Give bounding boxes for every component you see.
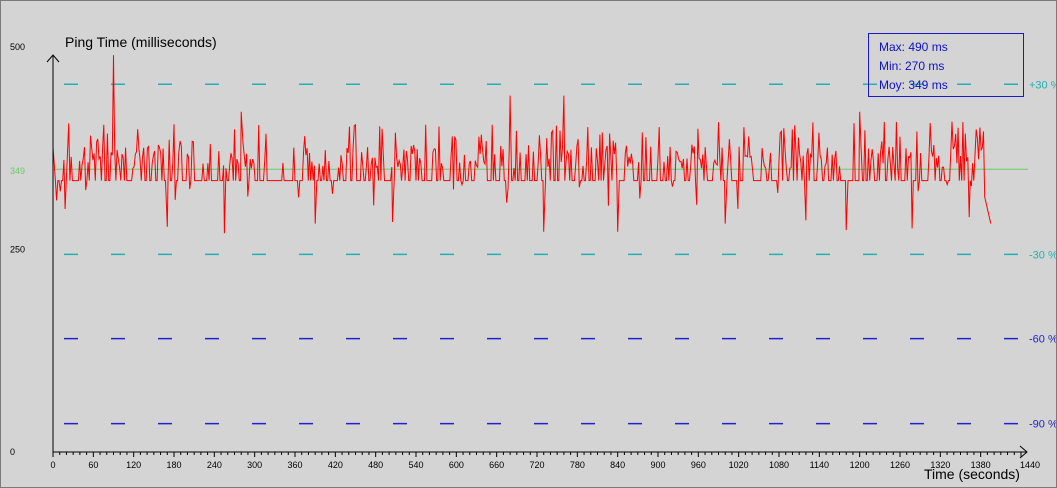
stats-box: Max: 490 ms Min: 270 ms Moy: 349 ms	[868, 33, 1024, 97]
x-tick-label: 1320	[930, 460, 950, 470]
x-tick-label: 480	[368, 460, 383, 470]
x-tick-label: 1140	[810, 460, 829, 470]
x-tick-label: 900	[650, 460, 665, 470]
chart-title: Ping Time (milliseconds)	[65, 34, 217, 50]
x-tick-label: 1080	[769, 460, 789, 470]
x-tick-label: 540	[408, 460, 423, 470]
x-tick-label: 1440	[1020, 460, 1040, 470]
x-tick-label: 1260	[890, 460, 910, 470]
x-tick-label: 600	[449, 460, 464, 470]
x-tick-label: 0	[50, 460, 55, 470]
reference-line-label: +30 %	[1029, 79, 1056, 91]
x-tick-label: 840	[610, 460, 625, 470]
y-tick-label: 500	[10, 42, 25, 52]
x-tick-label: 60	[88, 460, 98, 470]
x-tick-label: 420	[328, 460, 343, 470]
y-tick-label: 250	[10, 245, 25, 255]
x-tick-label: 1020	[729, 460, 749, 470]
x-tick-label: 1380	[971, 460, 991, 470]
x-tick-label: 360	[287, 460, 302, 470]
x-tick-label: 720	[529, 460, 544, 470]
reference-line-label: -30 %	[1029, 249, 1056, 261]
x-tick-label: 960	[691, 460, 706, 470]
avg-stat: Moy: 349 ms	[879, 78, 948, 92]
x-axis-title: Time (seconds)	[924, 466, 1020, 482]
x-axis-arrow-icon	[1019, 445, 1028, 459]
x-tick-label: 660	[489, 460, 504, 470]
x-tick-label: 240	[207, 460, 222, 470]
ping-series-line	[52, 55, 992, 234]
y-tick-label: 0	[10, 447, 15, 457]
x-tick-label: 780	[570, 460, 585, 470]
x-tick-label: 180	[166, 460, 181, 470]
reference-line-label: -90 %	[1029, 419, 1056, 431]
x-tick-label: 1200	[850, 460, 870, 470]
reference-line-label: -60 %	[1029, 334, 1056, 346]
max-stat: Max: 490 ms	[879, 40, 948, 54]
average-label: 349	[10, 166, 25, 176]
x-tick-label: 300	[247, 460, 262, 470]
min-stat: Min: 270 ms	[879, 59, 945, 73]
x-tick-label: 120	[126, 460, 141, 470]
y-axis-arrow-icon	[46, 54, 60, 63]
